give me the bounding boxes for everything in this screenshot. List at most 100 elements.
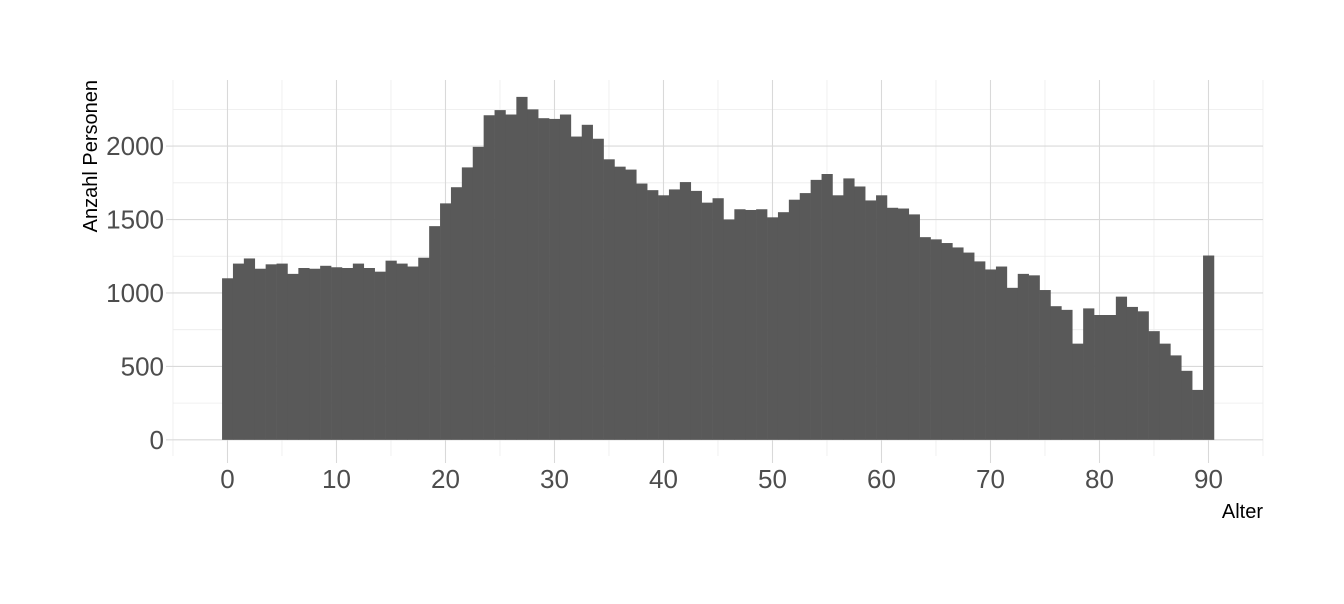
histogram-bar <box>375 272 386 440</box>
y-axis-ticks: 0 500 1000 1500 2000 <box>106 131 173 455</box>
x-tick-label: 40 <box>649 464 678 494</box>
histogram-bar <box>625 170 636 440</box>
histogram-bar <box>985 269 996 439</box>
histogram-bar <box>1105 315 1116 440</box>
histogram-bar <box>353 264 364 440</box>
histogram-bar <box>756 209 767 440</box>
histogram-bar <box>473 147 484 440</box>
histogram-bar <box>1127 307 1138 440</box>
histogram-bar <box>822 174 833 440</box>
histogram-bar <box>222 278 233 440</box>
histogram-bar <box>495 110 506 440</box>
histogram-bar <box>898 209 909 440</box>
histogram-bar <box>1040 290 1051 440</box>
histogram-bar <box>298 268 309 440</box>
histogram-bar <box>309 269 320 440</box>
histogram-bar <box>745 210 756 440</box>
y-tick-label: 1500 <box>106 205 164 235</box>
histogram-bar <box>1061 310 1072 440</box>
x-tick-label: 10 <box>322 464 351 494</box>
histogram-bar <box>920 237 931 440</box>
histogram-bar <box>996 267 1007 440</box>
histogram-bar <box>669 189 680 439</box>
histogram-bar <box>1170 355 1181 439</box>
histogram-bar <box>560 115 571 440</box>
y-tick-label: 500 <box>121 351 164 381</box>
x-tick-label: 50 <box>758 464 787 494</box>
histogram-bar <box>233 264 244 440</box>
histogram-bar <box>1094 315 1105 440</box>
histogram-bar <box>647 190 658 440</box>
histogram-bar <box>636 184 647 440</box>
histogram-bar <box>462 167 473 439</box>
histogram-bar <box>1138 311 1149 440</box>
histogram-bar <box>331 267 342 440</box>
x-tick-label: 30 <box>540 464 569 494</box>
histogram-bar <box>974 261 985 439</box>
x-tick-label: 70 <box>976 464 1005 494</box>
histogram-bar <box>713 198 724 440</box>
histogram-bar <box>680 182 691 440</box>
histogram-bar <box>723 220 734 440</box>
histogram-bar <box>527 109 538 439</box>
histogram-bar <box>484 115 495 440</box>
histogram-bar <box>909 214 920 439</box>
histogram-bar <box>287 274 298 440</box>
histogram-bar <box>887 208 898 440</box>
x-tick-label: 80 <box>1085 464 1114 494</box>
x-axis-ticks: 0 10 20 30 40 50 60 70 80 90 <box>220 456 1223 494</box>
histogram-bar <box>854 186 865 439</box>
histogram-bar <box>582 125 593 440</box>
y-tick-label: 1000 <box>106 278 164 308</box>
histogram-bar <box>1203 256 1214 440</box>
histogram-bar <box>789 200 800 440</box>
histogram-bar <box>1018 274 1029 440</box>
histogram-bar <box>277 264 288 440</box>
x-tick-label: 20 <box>431 464 460 494</box>
histogram-bar <box>832 195 843 440</box>
histogram-bar <box>811 180 822 440</box>
histogram-bar <box>702 203 713 440</box>
histogram-bar <box>767 217 778 440</box>
y-tick-label: 2000 <box>106 131 164 161</box>
x-tick-label: 90 <box>1194 464 1223 494</box>
histogram-bar <box>614 167 625 440</box>
histogram-bar <box>1072 344 1083 440</box>
histogram-bar <box>593 139 604 440</box>
histogram-bar <box>876 195 887 440</box>
histogram-bar <box>963 253 974 440</box>
histogram-bar <box>255 269 266 440</box>
histogram-bar <box>244 258 255 439</box>
histogram-bar <box>451 187 462 440</box>
histogram-bar <box>931 239 942 439</box>
histogram-bar <box>952 247 963 439</box>
histogram-bar <box>396 264 407 440</box>
histogram-bar <box>505 115 516 440</box>
histogram-bar <box>734 209 745 440</box>
histogram-bar <box>429 226 440 440</box>
histogram-bar <box>658 195 669 440</box>
histogram-bar <box>843 178 854 439</box>
histogram-bar <box>266 264 277 440</box>
x-tick-label: 60 <box>867 464 896 494</box>
histogram-bar <box>549 119 560 440</box>
histogram-bar <box>941 243 952 440</box>
histogram-bar <box>407 267 418 440</box>
histogram-bar <box>571 137 582 440</box>
histogram-bar <box>538 118 549 440</box>
histogram-bar <box>516 97 527 440</box>
histogram-bar <box>800 193 811 440</box>
histogram-bar <box>691 191 702 440</box>
histogram-bar <box>364 268 375 440</box>
histogram-bar <box>1083 308 1094 439</box>
y-axis-title: Anzahl Personen <box>80 80 102 232</box>
histogram-bar <box>418 258 429 440</box>
histogram-bar <box>386 261 397 440</box>
histogram-bar <box>1007 288 1018 440</box>
histogram-bar <box>1116 297 1127 440</box>
histogram-bar <box>1050 306 1061 440</box>
histogram-bar <box>1181 371 1192 440</box>
histogram-bar <box>1192 390 1203 440</box>
histogram-bar <box>320 266 331 440</box>
